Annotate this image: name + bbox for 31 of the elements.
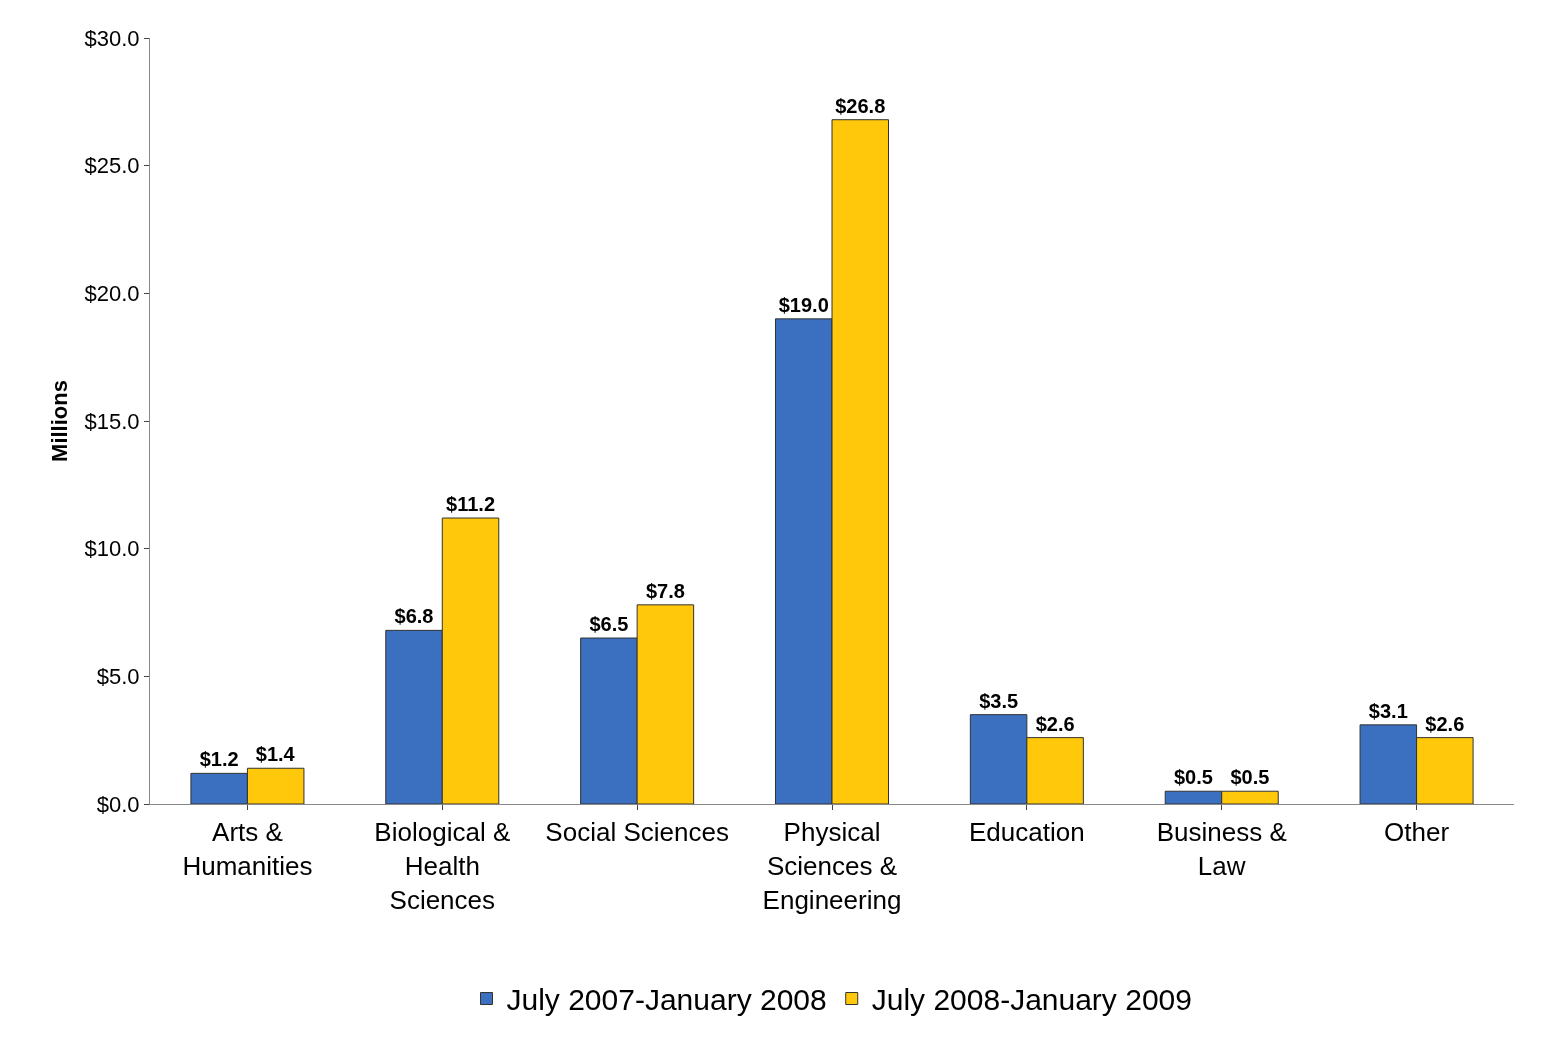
y-tick-label: $25.0 — [84, 153, 140, 179]
x-tick-label: Arts & Humanities — [182, 817, 313, 881]
x-tick-label: Other — [1384, 817, 1450, 848]
data-label: $2.6 — [1035, 712, 1075, 735]
x-tick-label: Biological & Health Sciences — [374, 817, 511, 915]
data-label: $6.5 — [589, 613, 629, 636]
data-label: $7.8 — [645, 579, 685, 602]
x-tick-label: Education — [969, 817, 1085, 848]
y-tick-label: $30.0 — [84, 25, 140, 51]
x-tick-label: Social Sciences — [545, 817, 729, 848]
legend-label: July 2007-January 2008 — [506, 983, 827, 1017]
legend-label: July 2008-January 2009 — [871, 983, 1192, 1017]
data-label: $1.4 — [255, 743, 296, 766]
data-label: $1.2 — [199, 748, 239, 771]
data-label: $0.5 — [1173, 766, 1213, 789]
data-label: $19.0 — [778, 293, 829, 316]
data-label: $26.8 — [835, 94, 886, 117]
x-tick-label: Business & Law — [1156, 817, 1287, 881]
y-tick-label: $10.0 — [84, 536, 140, 562]
data-label: $3.5 — [979, 689, 1019, 712]
data-label: $0.5 — [1230, 766, 1270, 789]
data-label: $6.8 — [394, 605, 434, 628]
y-axis-title: Millions — [47, 380, 73, 462]
y-tick-label: $0.0 — [96, 791, 140, 817]
data-label: $3.1 — [1368, 699, 1408, 722]
data-label: $2.6 — [1425, 712, 1465, 735]
y-tick-label: $15.0 — [84, 408, 140, 434]
y-tick-label: $20.0 — [84, 281, 140, 307]
y-tick-label: $5.0 — [96, 664, 140, 690]
data-label: $11.2 — [446, 493, 496, 516]
x-tick-label: Physical Sciences & Engineering — [762, 817, 902, 915]
